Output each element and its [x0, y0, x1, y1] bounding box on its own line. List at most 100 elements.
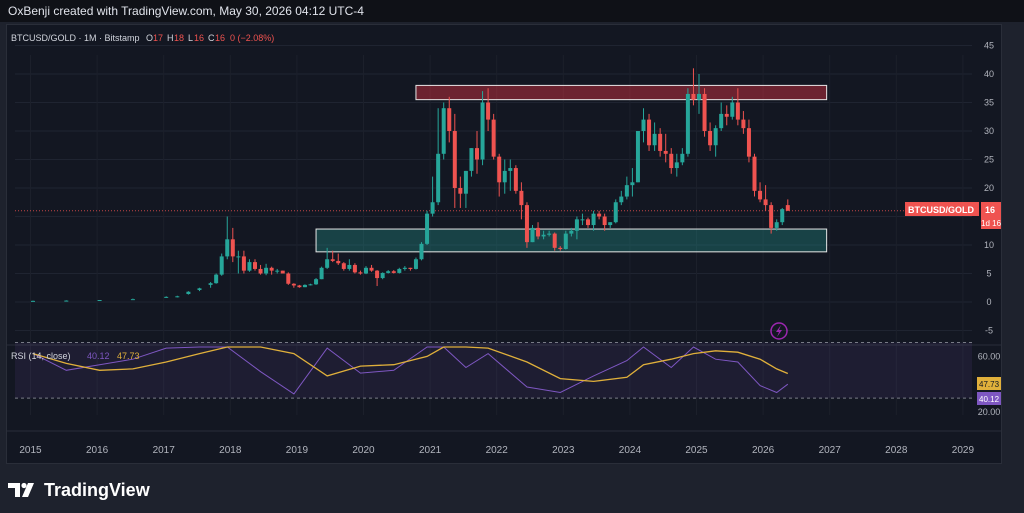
- candle-body[interactable]: [413, 259, 418, 269]
- candle-body[interactable]: [463, 170, 468, 194]
- candle-body[interactable]: [763, 199, 768, 206]
- candle-body[interactable]: [436, 153, 441, 203]
- candle-body[interactable]: [225, 239, 230, 257]
- candle-body[interactable]: [219, 256, 224, 275]
- candle-body[interactable]: [258, 268, 263, 274]
- lightning-icon[interactable]: [770, 322, 788, 340]
- candle-body[interactable]: [352, 264, 357, 273]
- candle-body[interactable]: [441, 108, 446, 154]
- candle-body[interactable]: [208, 283, 213, 285]
- candle-body[interactable]: [541, 234, 546, 237]
- candle-body[interactable]: [730, 102, 735, 117]
- candle-body[interactable]: [319, 267, 324, 280]
- candle-body[interactable]: [702, 93, 707, 131]
- candle-body[interactable]: [552, 233, 557, 248]
- candle-body[interactable]: [280, 270, 285, 274]
- candle-body[interactable]: [175, 296, 180, 298]
- candle-body[interactable]: [508, 168, 513, 171]
- candle-body[interactable]: [769, 205, 774, 228]
- chart-svg[interactable]: 454035302520151050-520152016201720182019…: [7, 25, 1005, 463]
- candle-body[interactable]: [408, 267, 413, 269]
- candle-body[interactable]: [197, 288, 202, 291]
- candle-body[interactable]: [241, 256, 246, 271]
- candle-body[interactable]: [230, 239, 235, 257]
- candle-body[interactable]: [497, 156, 502, 183]
- candle-body[interactable]: [697, 93, 701, 100]
- candle-body[interactable]: [680, 153, 685, 163]
- candle-body[interactable]: [647, 119, 652, 146]
- candle-body[interactable]: [524, 205, 529, 243]
- candle-body[interactable]: [347, 264, 352, 269]
- symbol-legend[interactable]: BTCUSD/GOLD · 1M · Bitstamp O 17 H 18 L …: [11, 33, 274, 43]
- candle-body[interactable]: [558, 247, 563, 249]
- candle-body[interactable]: [247, 262, 252, 271]
- candle-body[interactable]: [530, 227, 535, 243]
- candle-body[interactable]: [735, 102, 740, 120]
- candle-body[interactable]: [425, 213, 430, 244]
- candle-body[interactable]: [236, 256, 241, 258]
- candle-body[interactable]: [724, 113, 729, 117]
- candle-body[interactable]: [380, 272, 385, 279]
- candle-body[interactable]: [358, 272, 363, 274]
- candle-body[interactable]: [308, 284, 313, 286]
- candle-body[interactable]: [752, 156, 757, 191]
- candle-body[interactable]: [419, 243, 424, 260]
- candle-body[interactable]: [341, 263, 346, 269]
- rsi-pane[interactable]: [7, 342, 1001, 399]
- candle-body[interactable]: [402, 267, 407, 269]
- candle-body[interactable]: [619, 196, 624, 203]
- candle-body[interactable]: [386, 271, 391, 273]
- candle-body[interactable]: [652, 133, 657, 146]
- candle-body[interactable]: [741, 119, 746, 129]
- candle-body[interactable]: [580, 219, 585, 221]
- candle-body[interactable]: [563, 233, 568, 249]
- candle-body[interactable]: [391, 271, 396, 273]
- candle-body[interactable]: [325, 259, 330, 268]
- price-tag[interactable]: BTCUSD/GOLD 16 1d 16h: [905, 202, 1005, 229]
- candle-body[interactable]: [480, 102, 485, 160]
- candle-body[interactable]: [780, 209, 785, 223]
- candle-body[interactable]: [186, 291, 191, 295]
- resistance-zone[interactable]: [415, 84, 828, 101]
- candle-body[interactable]: [774, 222, 779, 228]
- candle-body[interactable]: [547, 233, 552, 235]
- rsi-line[interactable]: [32, 346, 789, 395]
- candle-body[interactable]: [297, 285, 302, 288]
- candle-body[interactable]: [708, 131, 713, 146]
- candle-body[interactable]: [486, 102, 491, 120]
- candle-body[interactable]: [302, 284, 307, 288]
- candle-body[interactable]: [291, 283, 296, 286]
- rsi-ma-line[interactable]: [32, 346, 789, 383]
- candle-body[interactable]: [613, 202, 618, 223]
- candle-body[interactable]: [785, 205, 790, 211]
- candle-body[interactable]: [630, 182, 635, 186]
- candle-body[interactable]: [264, 267, 269, 274]
- candle-body[interactable]: [430, 202, 435, 214]
- candle-body[interactable]: [64, 300, 69, 302]
- candle-body[interactable]: [597, 213, 602, 217]
- candle-body[interactable]: [491, 119, 496, 157]
- candle-body[interactable]: [608, 222, 613, 226]
- candle-body[interactable]: [330, 259, 335, 261]
- candle-body[interactable]: [214, 274, 219, 284]
- candle-body[interactable]: [536, 227, 541, 237]
- candle-body[interactable]: [591, 213, 596, 226]
- candle-body[interactable]: [569, 230, 574, 234]
- candle-body[interactable]: [336, 260, 341, 264]
- candle-body[interactable]: [475, 148, 479, 160]
- candle-body[interactable]: [452, 131, 457, 188]
- candle-body[interactable]: [691, 93, 696, 100]
- candle-body[interactable]: [669, 153, 674, 169]
- candle-body[interactable]: [586, 219, 590, 226]
- candle-body[interactable]: [364, 267, 368, 274]
- candle-body[interactable]: [574, 219, 579, 231]
- candle-body[interactable]: [369, 267, 374, 271]
- candle-body[interactable]: [447, 108, 452, 131]
- candle-body[interactable]: [469, 148, 474, 171]
- rsi-legend[interactable]: RSI (14, close) 40.12 47.73: [11, 351, 140, 361]
- candle-body[interactable]: [641, 119, 646, 131]
- candle-body[interactable]: [624, 185, 629, 197]
- candle-body[interactable]: [513, 168, 518, 191]
- candle-body[interactable]: [635, 131, 640, 183]
- candle-body[interactable]: [685, 93, 690, 154]
